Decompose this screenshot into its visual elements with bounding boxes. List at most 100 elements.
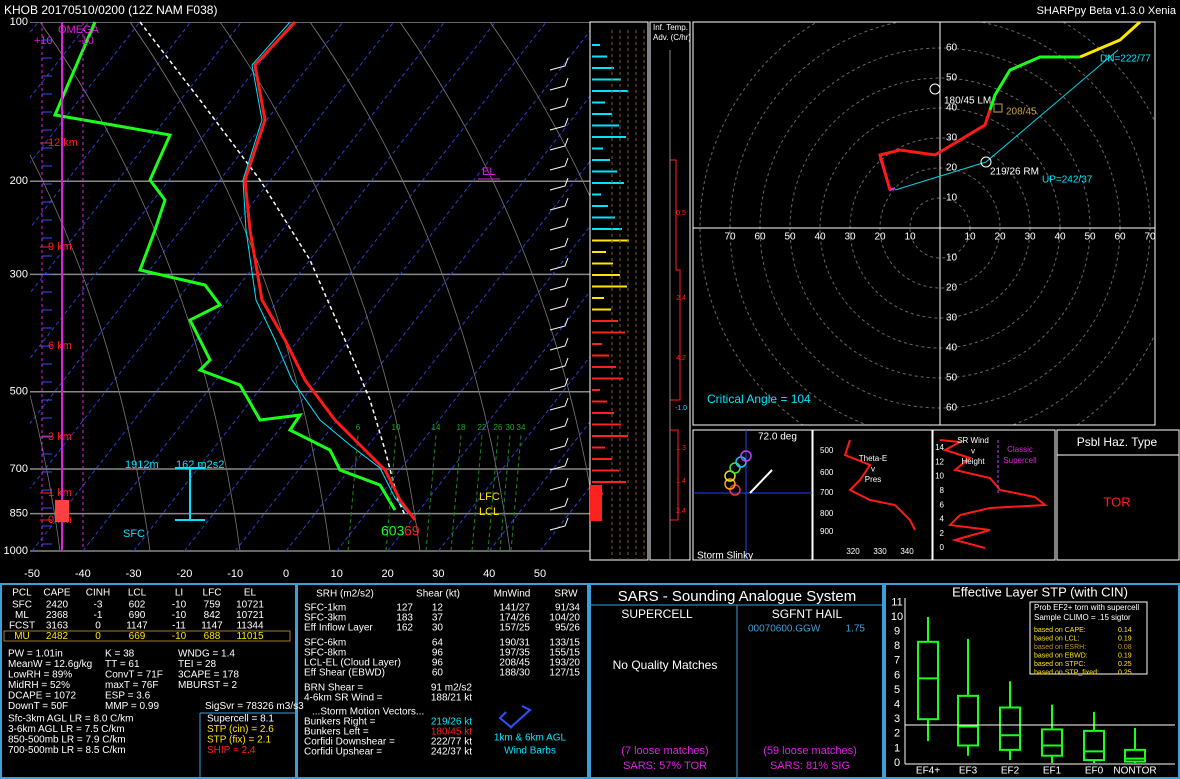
kin-header: MnWind [494,589,531,600]
prob-label: based on ESRH: [1034,644,1086,651]
hazard-value: TOR [1103,494,1130,509]
index: MBURST = 2 [178,680,237,691]
kin-cell: 12 [432,603,444,614]
kinematic-panel [296,583,589,779]
lcl-label: LCL [479,506,499,518]
kin-cell: 188/21 kt [431,693,472,704]
composite: SHIP = 2.4 [207,745,256,756]
mixing-ratio-label: 6 [356,423,361,432]
hodograph-panel [692,21,1156,426]
ring-label: 50 [946,373,958,384]
parcel-cell: -10 [172,600,187,611]
lapse-rate: 700-500mb LR = 8.5 C/km [8,745,126,756]
parcel-cell: 688 [204,631,221,642]
parcel-cell: 1147 [201,621,223,632]
mixing-ratio-line [450,434,462,552]
kin-label: BRN Shear = [304,683,363,694]
axis-label: 20 [994,232,1006,243]
mixing-ratio-label: 14 [432,423,441,432]
loose-matches: (7 loose matches) [621,745,708,757]
kin-label: SFC-8km [304,648,346,659]
stp-title: Effective Layer STP (with CIN) [952,584,1128,599]
barb-label: Wind Barbs [504,746,556,757]
storm-motion-title: ...Storm Motion Vectors... [312,707,424,718]
dry-adiabat [219,22,421,552]
theta-title: v [871,465,875,474]
barb-icon [498,705,532,729]
hail-size: 1.75 [846,624,866,635]
ring-label: 40 [946,343,958,354]
dry-adiabat [30,154,151,552]
prob-value: 0.14 [1118,627,1132,634]
theta-x-label: 340 [900,547,914,556]
stp-y-label: 8 [894,640,900,652]
srwind-y-label: 8 [940,486,945,495]
height-label: 6 km [48,340,72,352]
kin-cell: 60 [432,668,444,679]
parcel-cell: 2368 [46,610,69,621]
mixing-ratio-label: 18 [457,423,466,432]
hodo-trace [878,109,992,191]
theta-y-label: 500 [820,446,834,455]
upshear: UP=242/37 [1042,175,1093,186]
srwind-y-label: 0 [940,543,945,552]
profile-panel [589,21,649,561]
parcel-cell: 2482 [46,631,69,642]
wind-barb [549,457,569,471]
composite: Supercell = 8.1 [207,714,274,725]
sars-pct: SARS: 81% SIG [770,760,850,772]
sars-pct: SARS: 57% TOR [623,760,707,772]
prob-label: based on EBWD: [1034,652,1088,659]
parcel-cell: -3 [94,600,103,611]
index: TEI = 28 [178,659,217,670]
pressure-label: 100 [10,16,28,28]
kin-cell: 91 m2/s2 [431,683,473,694]
wind-barb [549,177,569,191]
temp-label: -10 [227,568,243,580]
kin-cell: 96 [432,648,444,659]
left-mover: 180/45 LM [944,96,991,107]
kin-header: SRH (m2/s2) [316,589,374,600]
box [1041,728,1063,757]
ring-label: 40 [946,103,958,114]
mixing-ratio-label: 34 [517,423,526,432]
kin-header: Shear (kt) [416,589,460,600]
prob-value: 0.25 [1118,669,1132,676]
dry-adiabat [489,22,590,198]
theta-title: Theta-E [859,454,887,463]
circle [729,462,741,474]
parcel-header: CAPE [43,588,71,599]
parcel-cell: 3163 [46,621,69,632]
wind-barb [549,197,569,211]
pressure-label: 1000 [4,545,28,557]
theta-y-label: 800 [820,509,834,518]
kin-label: Corfidi Downshear = [304,737,395,748]
kin-cell: 219/26 kt [431,717,472,728]
index: SigSvr = 78326 m3/s3 [205,701,304,712]
composite: STP (fix) = 2.1 [207,735,271,746]
wind-barb [549,317,569,331]
adv-value: 2.4 [676,295,686,302]
theta-y-label: 900 [820,527,834,536]
wind-barb [549,377,569,391]
height-label: 3 km [48,431,72,443]
kin-label: Corfidi Upshear = [304,747,382,758]
dry-adiabat [129,22,331,552]
wind-profile [590,30,681,560]
box [1083,729,1105,762]
slinky-vector [749,469,773,494]
stp-y-label: 11 [891,596,902,608]
omega-label: +10 [34,35,53,47]
hazard-title: Psbl Haz. Type [1077,435,1158,449]
axis-label: 40 [814,232,826,243]
inflow-srh: 162 m2s2 [176,459,224,471]
box [999,706,1021,751]
index: MeanW = 12.6g/kg [8,659,92,670]
inflow-base: SFC [123,528,145,540]
right-mover: 219/26 RM [990,167,1039,178]
kin-cell: 157/25 [499,623,530,634]
sars-heading: SUPERCELL [621,607,693,621]
kin-cell: 174/26 [499,613,530,624]
wind-barb [549,117,569,131]
srwind-y-label: 4 [940,515,945,524]
